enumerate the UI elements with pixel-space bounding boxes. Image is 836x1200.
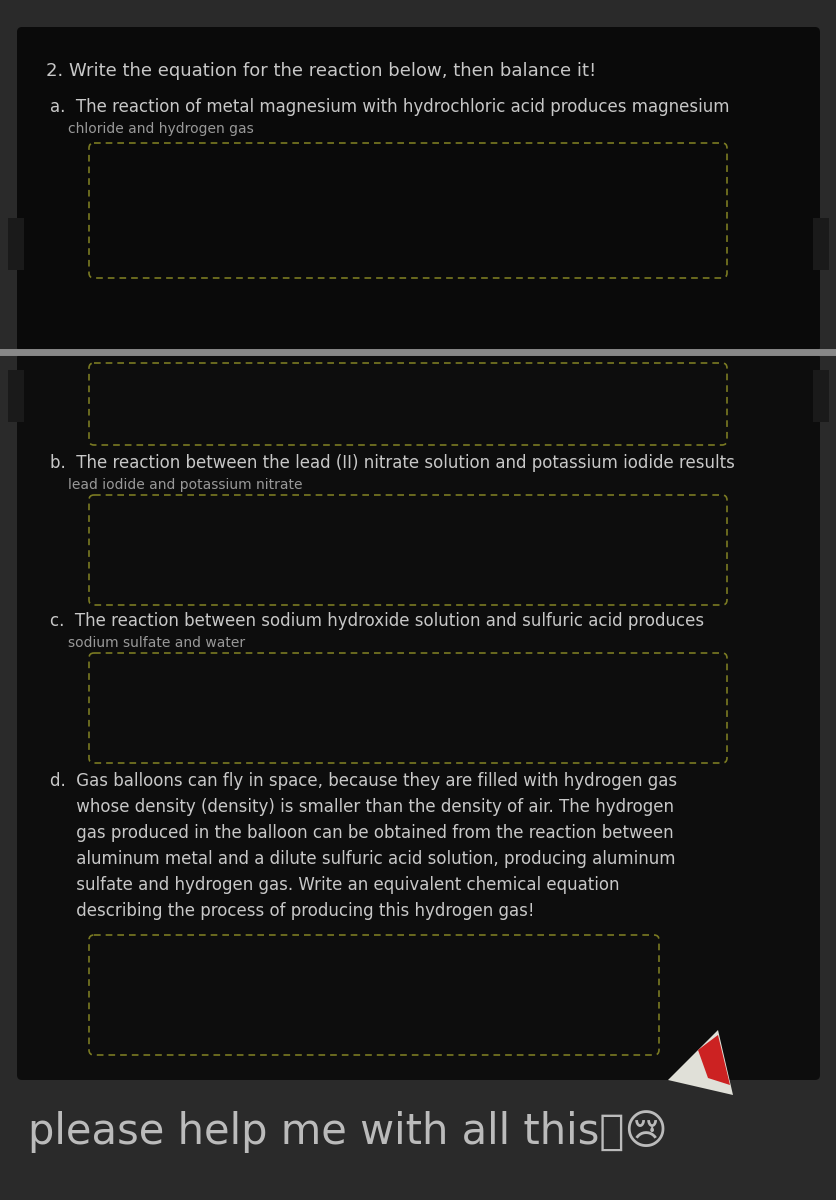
Polygon shape xyxy=(667,1030,732,1094)
Text: aluminum metal and a dilute sulfuric acid solution, producing aluminum: aluminum metal and a dilute sulfuric aci… xyxy=(50,850,675,868)
Text: sulfate and hydrogen gas. Write an equivalent chemical equation: sulfate and hydrogen gas. Write an equiv… xyxy=(50,876,619,894)
Text: 2. Write the equation for the reaction below, then balance it!: 2. Write the equation for the reaction b… xyxy=(46,62,595,80)
Bar xyxy=(812,218,828,270)
Text: sodium sulfate and water: sodium sulfate and water xyxy=(68,636,245,650)
Text: b.  The reaction between the lead (II) nitrate solution and potassium iodide res: b. The reaction between the lead (II) ni… xyxy=(50,454,734,472)
Text: please help me with all this🙏😢: please help me with all this🙏😢 xyxy=(28,1110,667,1153)
Bar xyxy=(812,370,828,422)
Polygon shape xyxy=(697,1034,729,1085)
Text: d.  Gas balloons can fly in space, because they are filled with hydrogen gas: d. Gas balloons can fly in space, becaus… xyxy=(50,772,676,790)
Text: chloride and hydrogen gas: chloride and hydrogen gas xyxy=(68,122,253,136)
Text: a.  The reaction of metal magnesium with hydrochloric acid produces magnesium: a. The reaction of metal magnesium with … xyxy=(50,98,729,116)
FancyBboxPatch shape xyxy=(17,26,819,352)
Bar xyxy=(8,218,24,270)
Bar xyxy=(8,370,24,422)
Text: lead iodide and potassium nitrate: lead iodide and potassium nitrate xyxy=(68,478,302,492)
Text: c.  The reaction between sodium hydroxide solution and sulfuric acid produces: c. The reaction between sodium hydroxide… xyxy=(50,612,703,630)
Text: whose density (density) is smaller than the density of air. The hydrogen: whose density (density) is smaller than … xyxy=(50,798,673,816)
Text: describing the process of producing this hydrogen gas!: describing the process of producing this… xyxy=(50,902,534,920)
Text: gas produced in the balloon can be obtained from the reaction between: gas produced in the balloon can be obtai… xyxy=(50,824,673,842)
FancyBboxPatch shape xyxy=(17,353,819,1080)
